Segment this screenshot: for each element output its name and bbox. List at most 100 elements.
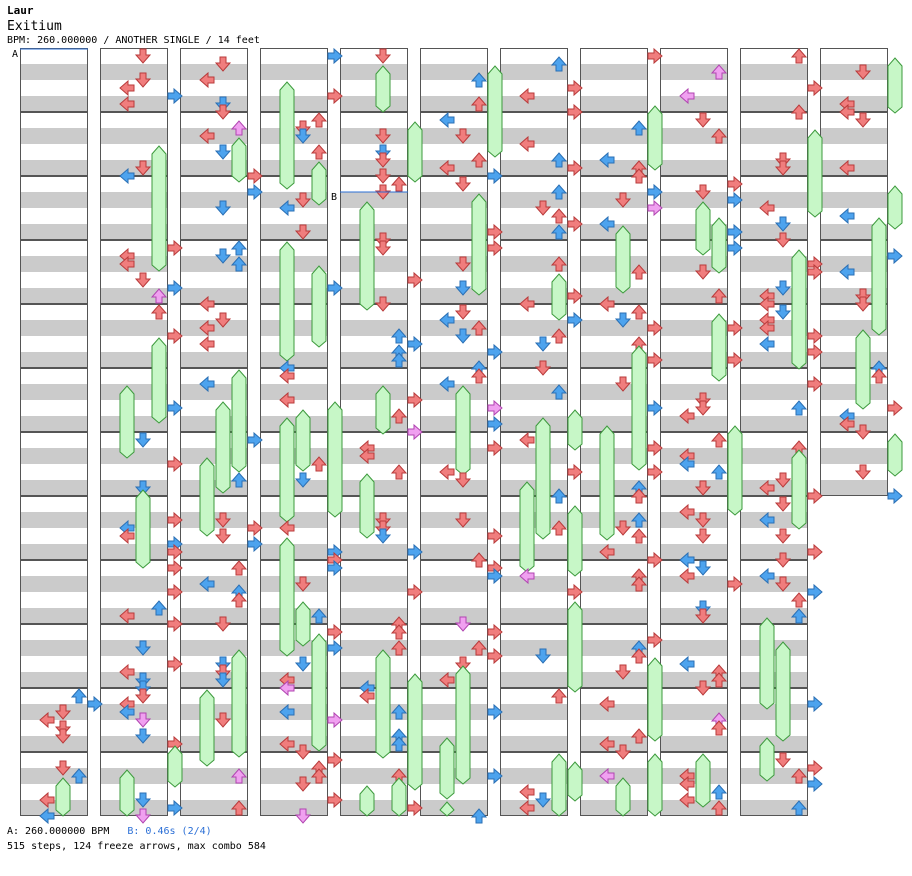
measure-box bbox=[100, 688, 168, 752]
step-arrow-left bbox=[839, 415, 855, 433]
measure-box bbox=[340, 48, 408, 112]
measure-box bbox=[420, 496, 488, 560]
freeze-arrow bbox=[871, 217, 887, 336]
step-arrow-left bbox=[839, 207, 855, 225]
step-arrow-up bbox=[310, 144, 328, 160]
step-arrow-down bbox=[614, 744, 632, 760]
step-arrow-up bbox=[790, 800, 808, 816]
step-arrow-right bbox=[647, 399, 663, 417]
step-arrow-left bbox=[279, 391, 295, 409]
step-arrow-right bbox=[647, 463, 663, 481]
step-arrow-left bbox=[759, 479, 775, 497]
step-arrow-up bbox=[310, 112, 328, 128]
step-arrow-right bbox=[727, 575, 743, 593]
step-arrow-left bbox=[679, 407, 695, 425]
measure-box bbox=[20, 496, 88, 560]
step-arrow-up bbox=[790, 768, 808, 784]
freeze-arrow bbox=[567, 409, 583, 451]
freeze-arrow bbox=[775, 641, 791, 742]
measure-box bbox=[100, 752, 168, 816]
freeze-arrow bbox=[455, 665, 471, 785]
chart-meta: BPM: 260.000000 / ANOTHER SINGLE / 14 fe… bbox=[7, 35, 260, 46]
measure-box bbox=[20, 176, 88, 240]
freeze-arrow bbox=[567, 761, 583, 802]
step-arrow-left bbox=[359, 679, 375, 697]
step-arrow-right bbox=[167, 455, 183, 473]
step-arrow-down bbox=[134, 160, 152, 176]
step-arrow-left bbox=[759, 335, 775, 353]
step-arrow-up bbox=[230, 768, 248, 784]
freeze-arrow bbox=[279, 241, 295, 362]
step-arrow-up bbox=[630, 576, 648, 592]
step-arrow-left bbox=[119, 255, 135, 273]
step-arrow-right bbox=[247, 167, 263, 185]
step-arrow-right bbox=[327, 711, 343, 729]
freeze-arrow bbox=[615, 225, 631, 294]
measure-box bbox=[180, 176, 248, 240]
step-arrow-left bbox=[39, 791, 55, 809]
step-arrow-right bbox=[567, 159, 583, 177]
freeze-arrow bbox=[359, 473, 375, 539]
step-arrow-down bbox=[214, 528, 232, 544]
step-arrow-left bbox=[119, 527, 135, 545]
step-arrow-right bbox=[247, 431, 263, 449]
step-arrow-left bbox=[279, 735, 295, 753]
marker-b: B bbox=[331, 192, 337, 203]
measure-box bbox=[100, 624, 168, 688]
step-arrow-down bbox=[374, 48, 392, 64]
step-arrow-left bbox=[119, 607, 135, 625]
step-arrow-down bbox=[774, 472, 792, 488]
measure-box bbox=[500, 176, 568, 240]
song-title: Exitium bbox=[7, 19, 62, 34]
freeze-arrow bbox=[327, 401, 343, 518]
step-arrow-right bbox=[167, 239, 183, 257]
step-arrow-up bbox=[470, 552, 488, 568]
step-arrow-left bbox=[599, 151, 615, 169]
step-arrow-up bbox=[470, 808, 488, 824]
step-arrow-down bbox=[694, 560, 712, 576]
step-arrow-down bbox=[294, 744, 312, 760]
measure-box bbox=[660, 48, 728, 112]
step-arrow-down bbox=[374, 128, 392, 144]
step-arrow-left bbox=[759, 199, 775, 217]
step-arrow-down bbox=[694, 512, 712, 528]
freeze-arrow bbox=[199, 689, 215, 767]
step-arrow-down bbox=[454, 328, 472, 344]
freeze-arrow bbox=[535, 417, 551, 540]
step-arrow-up bbox=[390, 352, 408, 368]
step-arrow-left bbox=[199, 375, 215, 393]
step-arrow-down bbox=[614, 312, 632, 328]
step-arrow-up bbox=[790, 592, 808, 608]
footer-legend: A: 260.000000 BPM B: 0.46s (2/4) bbox=[7, 826, 212, 837]
freeze-arrow bbox=[695, 753, 711, 808]
step-arrow-down bbox=[214, 104, 232, 120]
step-arrow-down bbox=[774, 232, 792, 248]
step-arrow-left bbox=[599, 695, 615, 713]
step-arrow-up bbox=[230, 120, 248, 136]
step-arrow-right bbox=[887, 247, 903, 265]
step-arrow-down bbox=[854, 464, 872, 480]
step-arrow-right bbox=[247, 183, 263, 201]
step-arrow-right bbox=[247, 519, 263, 537]
measure-box bbox=[820, 368, 888, 432]
measure-box bbox=[420, 304, 488, 368]
measure-box bbox=[20, 688, 88, 752]
freeze-arrow bbox=[567, 505, 583, 577]
step-arrow-right bbox=[647, 47, 663, 65]
step-arrow-down bbox=[374, 152, 392, 168]
step-arrow-up bbox=[790, 400, 808, 416]
step-arrow-down bbox=[534, 360, 552, 376]
step-arrow-down bbox=[534, 648, 552, 664]
step-arrow-down bbox=[854, 64, 872, 80]
step-arrow-down bbox=[454, 280, 472, 296]
step-arrow-down bbox=[54, 704, 72, 720]
freeze-arrow bbox=[295, 601, 311, 647]
step-arrow-down bbox=[534, 200, 552, 216]
step-arrow-right bbox=[887, 487, 903, 505]
step-arrow-down bbox=[134, 688, 152, 704]
step-arrow-up bbox=[630, 304, 648, 320]
step-arrow-down bbox=[134, 792, 152, 808]
step-arrow-left bbox=[279, 679, 295, 697]
step-arrow-right bbox=[407, 391, 423, 409]
step-arrow-up bbox=[150, 288, 168, 304]
